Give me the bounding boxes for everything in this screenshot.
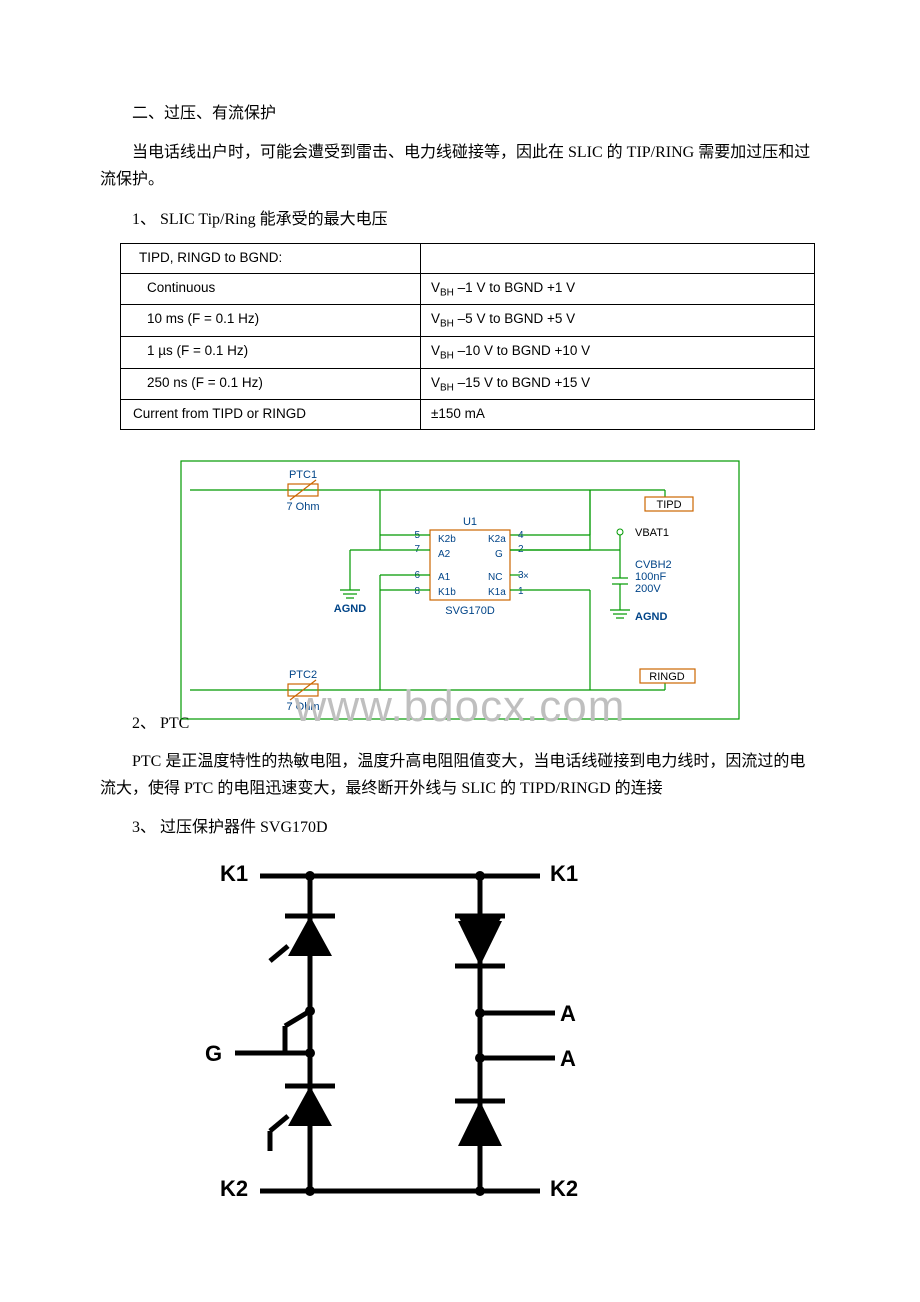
svg-text:4: 4 bbox=[518, 530, 524, 541]
svg-text:K1a: K1a bbox=[488, 587, 506, 598]
svg-text:×: × bbox=[523, 571, 529, 582]
row-value: VBH –1 V to BGND +1 V bbox=[421, 273, 815, 305]
svg-text:A: A bbox=[560, 1046, 576, 1071]
agnd-right: AGND bbox=[635, 611, 667, 623]
cvbh2-100nf: 100nF bbox=[635, 571, 666, 583]
agnd-left: AGND bbox=[334, 603, 366, 615]
svg-text:K2a: K2a bbox=[488, 534, 506, 545]
svg170d-label: SVG170D bbox=[445, 605, 495, 617]
tipd-label: TIPD bbox=[656, 499, 681, 511]
ringd-label: RINGD bbox=[649, 671, 685, 683]
u1-label: U1 bbox=[463, 516, 477, 528]
svg-text:1: 1 bbox=[518, 586, 524, 597]
svg-text:G: G bbox=[205, 1041, 222, 1066]
ptc1-ohm: 7 Ohm bbox=[286, 501, 319, 513]
section-title: 二、过压、有流保护 bbox=[100, 100, 820, 127]
ptc1-label: PTC1 bbox=[289, 469, 317, 481]
voltage-spec-table: TIPD, RINGD to BGND: Continuous VBH –1 V… bbox=[120, 243, 815, 431]
intro-text: 当电话线出户时，可能会遭受到雷击、电力线碰接等，因此在 SLIC 的 TIP/R… bbox=[100, 139, 820, 193]
ptc2-label: PTC2 bbox=[289, 669, 317, 681]
svg-text:NC: NC bbox=[488, 572, 502, 583]
svg-text:K2: K2 bbox=[220, 1176, 248, 1201]
row-value: VBH –10 V to BGND +10 V bbox=[421, 337, 815, 369]
row-label: 250 ns (F = 0.1 Hz) bbox=[121, 368, 421, 400]
svg-text:K1b: K1b bbox=[438, 587, 456, 598]
row-value: VBH –5 V to BGND +5 V bbox=[421, 305, 815, 337]
row-label: Continuous bbox=[121, 273, 421, 305]
table-header: TIPD, RINGD to BGND: bbox=[121, 243, 421, 273]
svg-text:A2: A2 bbox=[438, 549, 451, 560]
svg-text:8: 8 bbox=[414, 586, 420, 597]
svg-text:A1: A1 bbox=[438, 572, 451, 583]
cvbh2-200v: 200V bbox=[635, 583, 661, 595]
svg-text:G: G bbox=[495, 549, 503, 560]
row-value: VBH –15 V to BGND +15 V bbox=[421, 368, 815, 400]
row-value: ±150 mA bbox=[421, 400, 815, 430]
ptc-text: PTC 是正温度特性的热敏电阻，温度升高电阻阻值变大，当电话线碰接到电力线时，因… bbox=[100, 748, 820, 802]
svg170d-internal-diagram: .bk{stroke:#000;stroke-width:5;fill:none… bbox=[180, 851, 620, 1220]
svg-text:A: A bbox=[560, 1001, 576, 1026]
svg-text:K2b: K2b bbox=[438, 534, 456, 545]
svg-text:K1: K1 bbox=[220, 861, 248, 886]
table-header-right bbox=[421, 243, 815, 273]
row-label: Current from TIPD or RINGD bbox=[121, 400, 421, 430]
item-3: 3、 过压保护器件 SVG170D bbox=[100, 814, 820, 841]
row-label: 1 µs (F = 0.1 Hz) bbox=[121, 337, 421, 369]
cvbh2-label: CVBH2 bbox=[635, 559, 672, 571]
item-1: 1、 SLIC Tip/Ring 能承受的最大电压 bbox=[100, 206, 820, 233]
vbat1-label: VBAT1 bbox=[635, 527, 669, 539]
row-label: 10 ms (F = 0.1 Hz) bbox=[121, 305, 421, 337]
svg-text:K2: K2 bbox=[550, 1176, 578, 1201]
svg-text:K1: K1 bbox=[550, 861, 578, 886]
